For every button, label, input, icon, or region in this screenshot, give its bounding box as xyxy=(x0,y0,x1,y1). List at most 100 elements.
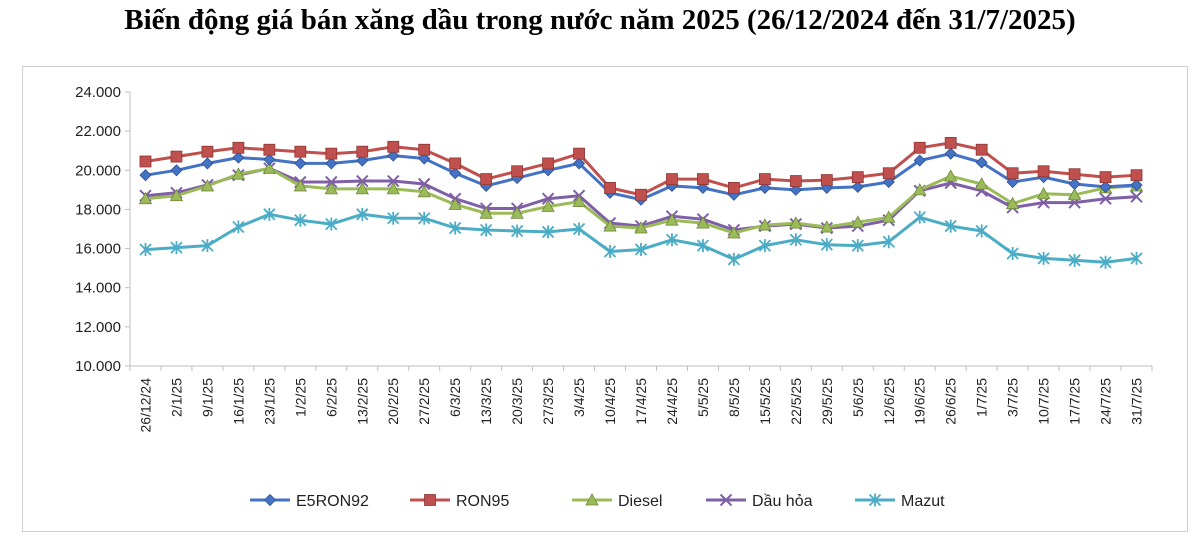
x-tick-label: 24/4/25 xyxy=(664,378,680,425)
x-tick-label: 1/7/25 xyxy=(974,378,990,417)
data-point-marker xyxy=(1036,186,1051,200)
legend-label: Diesel xyxy=(618,493,662,510)
data-point-marker xyxy=(1006,175,1019,189)
data-point-marker xyxy=(417,184,431,198)
data-point-marker xyxy=(232,220,245,234)
data-point-marker xyxy=(944,169,958,182)
data-point-marker xyxy=(727,226,741,239)
data-point-marker xyxy=(868,493,882,507)
x-tick-label: 10/7/25 xyxy=(1036,378,1052,425)
data-point-marker xyxy=(200,179,215,192)
data-point-marker xyxy=(1037,251,1050,265)
x-tick-label: 20/3/25 xyxy=(509,378,525,425)
y-tick-label: 18.000 xyxy=(75,201,121,218)
data-point-marker xyxy=(820,238,833,252)
data-point-marker xyxy=(231,167,246,180)
data-point-marker xyxy=(356,207,369,221)
data-point-marker xyxy=(201,239,214,253)
data-point-marker xyxy=(820,174,833,186)
series-group xyxy=(138,136,1144,269)
x-tick-label: 20/2/25 xyxy=(385,378,401,425)
data-point-marker xyxy=(913,141,926,154)
data-point-marker xyxy=(572,157,586,170)
data-point-marker xyxy=(169,188,184,202)
x-tick-label: 13/2/25 xyxy=(354,378,370,425)
data-point-marker xyxy=(325,217,338,231)
y-tick-label: 24.000 xyxy=(75,84,121,101)
data-point-marker xyxy=(1130,169,1143,182)
data-point-marker xyxy=(882,167,895,180)
y-axis: 10.000 12.000 14.000 16.000 18.000 20.000 22.0… xyxy=(75,84,131,375)
data-point-marker xyxy=(882,235,895,249)
data-point-marker xyxy=(449,157,462,170)
data-point-marker xyxy=(1068,177,1081,191)
chart-title: Biến động giá bán xăng dầu trong nước nă… xyxy=(124,4,1076,36)
x-tick-label: 31/7/25 xyxy=(1129,378,1145,425)
x-tick-label: 19/6/25 xyxy=(912,378,928,425)
data-point-marker xyxy=(1130,251,1143,265)
x-tick-label: 27/3/25 xyxy=(540,378,556,425)
y-tick-label: 12.000 xyxy=(75,319,121,336)
data-point-marker xyxy=(635,188,647,201)
series-ron95 xyxy=(139,136,1143,201)
y-tick-label: 20.000 xyxy=(75,162,121,179)
data-point-marker xyxy=(913,183,927,196)
data-point-marker xyxy=(1130,178,1143,192)
data-point-marker xyxy=(1005,196,1020,209)
data-point-marker xyxy=(882,175,895,189)
data-point-marker xyxy=(263,143,276,156)
y-tick-label: 16.000 xyxy=(75,241,121,258)
data-point-marker xyxy=(719,493,733,507)
data-point-marker xyxy=(975,224,988,238)
data-point-marker xyxy=(634,243,648,257)
data-point-marker xyxy=(325,175,338,189)
y-tick-label: 14.000 xyxy=(75,280,121,297)
data-point-marker xyxy=(541,192,555,205)
legend-item: Mazut xyxy=(855,493,945,510)
data-point-marker xyxy=(975,143,988,156)
data-point-marker xyxy=(293,179,308,192)
x-tick-label: 24/7/25 xyxy=(1098,378,1114,425)
data-point-marker xyxy=(170,150,183,163)
data-point-marker xyxy=(356,154,369,167)
data-point-marker xyxy=(387,140,400,153)
data-point-marker xyxy=(387,211,400,225)
data-point-marker xyxy=(1099,171,1112,184)
data-point-marker xyxy=(603,245,617,259)
legend-label: E5RON92 xyxy=(296,493,369,510)
series-mazut xyxy=(139,207,1143,269)
data-point-marker xyxy=(424,494,436,506)
data-point-marker xyxy=(913,154,926,167)
data-point-marker xyxy=(201,145,214,158)
data-point-marker xyxy=(851,239,864,253)
chart-area-frame xyxy=(22,66,1188,532)
data-point-marker xyxy=(1130,190,1143,203)
x-tick-label: 5/6/25 xyxy=(850,378,866,417)
data-point-marker xyxy=(511,165,524,178)
data-point-marker xyxy=(851,180,864,193)
data-point-marker xyxy=(758,173,771,185)
data-point-marker xyxy=(480,173,493,185)
data-point-marker xyxy=(294,157,307,170)
data-point-marker xyxy=(758,181,771,194)
legend-label: Mazut xyxy=(901,493,945,510)
data-point-marker xyxy=(510,224,524,238)
data-point-marker xyxy=(170,241,183,255)
data-point-marker xyxy=(355,182,369,195)
data-point-marker xyxy=(696,216,710,229)
x-tick-label: 13/3/25 xyxy=(478,378,494,425)
x-tick-label: 3/4/25 xyxy=(571,378,587,417)
data-point-marker xyxy=(585,493,599,506)
data-point-marker xyxy=(944,136,957,149)
data-point-marker xyxy=(448,197,462,210)
x-tick-label: 9/1/25 xyxy=(199,378,215,417)
data-point-marker xyxy=(418,211,431,225)
series-diesel xyxy=(138,161,1144,239)
x-tick-label: 27/2/25 xyxy=(416,378,432,425)
data-point-marker xyxy=(139,243,152,257)
data-point-marker xyxy=(665,213,679,226)
data-point-marker xyxy=(820,220,834,233)
data-point-marker xyxy=(263,153,276,166)
x-tick-label: 12/6/25 xyxy=(881,378,897,425)
data-point-marker xyxy=(1099,255,1112,269)
